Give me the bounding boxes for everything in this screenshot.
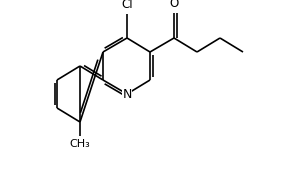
Text: CH₃: CH₃ — [70, 139, 90, 149]
Text: N: N — [122, 88, 132, 100]
Text: O: O — [169, 0, 179, 10]
Text: Cl: Cl — [121, 0, 133, 11]
